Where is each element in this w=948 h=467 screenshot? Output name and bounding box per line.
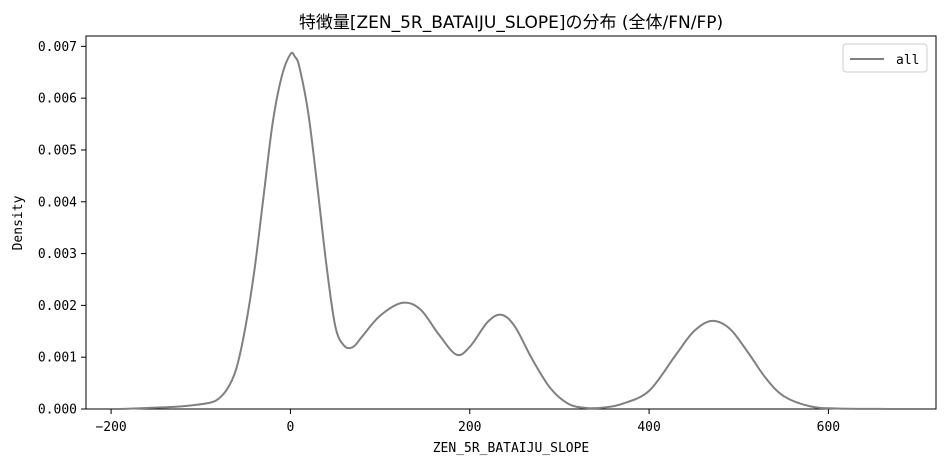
x-axis-label: ZEN_5R_BATAIJU_SLOPE (433, 441, 590, 456)
y-tick-label: 0.007 (38, 40, 77, 55)
y-tick-label: 0.002 (38, 299, 77, 314)
x-axis: −200 0 200 400 600 (95, 409, 840, 435)
legend-box (842, 43, 928, 73)
y-axis: 0.000 0.001 0.002 0.003 0.004 0.005 0.006 0.007 (38, 40, 86, 418)
y-tick-label: 0.006 (38, 92, 77, 107)
legend-label: all (896, 53, 919, 68)
legend: all (842, 43, 928, 73)
x-tick-label: −200 (95, 420, 126, 435)
series-line-all (120, 51, 892, 410)
y-tick-label: 0.001 (38, 351, 77, 366)
y-tick-label: 0.005 (38, 143, 77, 158)
y-tick-label: 0.003 (38, 247, 77, 262)
x-tick-label: 400 (637, 420, 660, 435)
chart-title: 特徴量[ZEN_5R_BATAIJU_SLOPE]の分布 (全体/FN/FP) (299, 13, 723, 33)
y-tick-label: 0.000 (38, 403, 77, 418)
x-tick-label: 200 (458, 420, 481, 435)
y-tick-label: 0.004 (38, 195, 77, 210)
plot-area-frame (85, 35, 937, 410)
series-layer (120, 51, 892, 410)
x-tick-label: 0 (287, 420, 295, 435)
x-tick-label: 600 (817, 420, 840, 435)
y-axis-label: Density (11, 195, 26, 250)
